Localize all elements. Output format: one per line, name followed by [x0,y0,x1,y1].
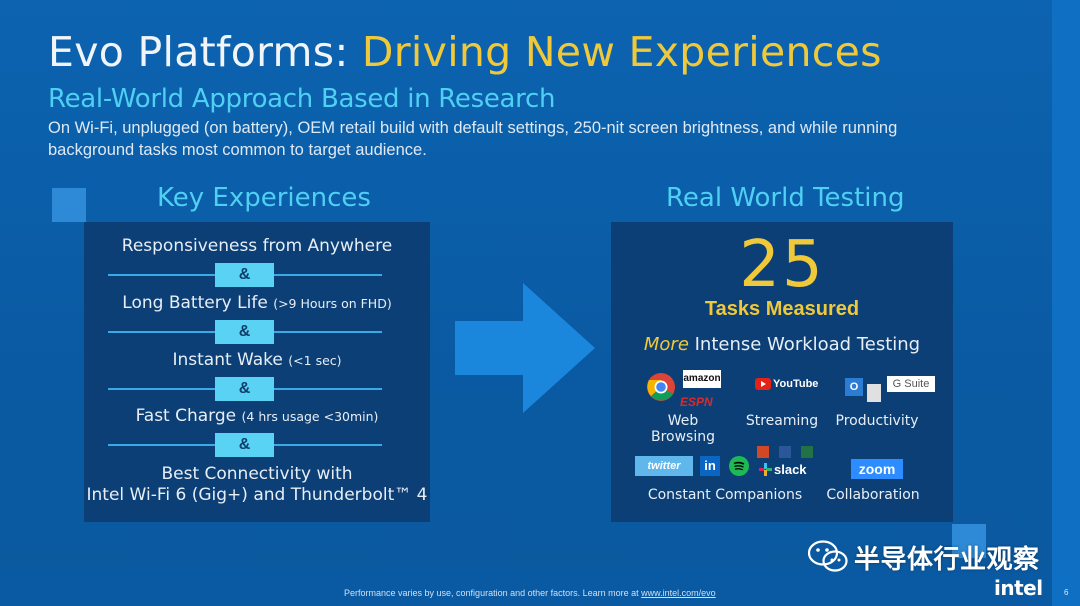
category-web-browsing: Web Browsing [650,413,715,445]
right-arrow-icon [455,283,595,413]
outlook-icon: O [845,378,863,396]
category-constant-companions: Constant Companions [647,487,803,503]
methodology-description: On Wi-Fi, unplugged (on battery), OEM re… [48,119,898,159]
decorative-square [52,188,86,222]
real-world-testing-heading: Real World Testing [666,183,905,213]
experience-label: Long Battery Life [122,293,268,313]
key-experiences-heading: Key Experiences [157,183,371,213]
title-part-1: Evo Platforms: [48,28,362,76]
footer-disclaimer: Performance varies by use, configuration… [344,588,716,598]
category-productivity: Productivity [835,413,919,429]
footer-link[interactable]: www.intel.com/evo [641,588,716,598]
youtube-logo: YouTube [755,378,818,390]
twitter-logo: twitter [635,456,693,476]
slack-icon [759,463,772,476]
separator-row: & [84,433,430,457]
experience-note: (4 hrs usage <30min) [241,409,379,424]
wechat-watermark: 半导体行业观察 [808,534,1040,580]
youtube-play-icon [755,378,771,390]
espn-logo: ESPN [680,395,713,409]
workload-testing-line: More Intense Workload Testing [611,334,953,355]
slack-logo: slack [759,462,807,477]
tasks-measured-label: Tasks Measured [704,298,860,320]
category-streaming: Streaming [745,413,819,429]
decorative-square [952,524,986,558]
intel-logo: intel [994,576,1043,600]
slack-wordmark: slack [774,462,807,477]
experience-item: Fast Charge (4 hrs usage <30min) [84,406,430,427]
linkedin-logo: in [700,456,720,476]
workload-more: More [643,334,689,355]
title-part-2: Driving New Experiences [361,28,882,76]
footer-bar [0,568,1052,606]
experience-label: Instant Wake [172,350,283,370]
spotify-icon [729,456,749,476]
experience-item: Instant Wake (<1 sec) [84,350,430,371]
footer-note-text: Performance varies by use, configuration… [344,588,642,598]
zoom-logo: zoom [851,459,903,479]
workload-rest: Intense Workload Testing [688,334,921,355]
tasks-count: 25 [739,228,825,302]
category-collaboration: Collaboration [826,487,920,503]
experience-item: Long Battery Life (>9 Hours on FHD) [84,293,430,314]
powerpoint-icon [757,446,769,458]
slide-edge-strip [1052,0,1080,606]
separator-row: & [84,263,430,287]
word-icon [779,446,791,458]
youtube-wordmark: YouTube [773,378,819,390]
experience-item: Responsiveness from Anywhere [84,236,430,257]
page-number: 6 [1064,588,1069,597]
wechat-icon [808,540,848,572]
gsuite-logo: G Suite [887,376,935,392]
separator-row: & [84,320,430,344]
ampersand-badge: & [215,377,274,401]
ampersand-badge: & [215,433,274,457]
ampersand-badge: & [215,263,274,287]
chrome-icon [647,373,675,401]
experience-note: (>9 Hours on FHD) [273,296,392,311]
amazon-logo: amazon [683,370,721,388]
slide-subtitle: Real-World Approach Based in Research [48,84,556,114]
experience-label: Best Connectivity with [161,464,353,484]
slide-title: Evo Platforms: Driving New Experiences [48,28,882,76]
key-experiences-panel: Responsiveness from Anywhere & Long Batt… [84,222,430,522]
experience-label: Responsiveness from Anywhere [121,236,393,256]
ampersand-badge: & [215,320,274,344]
separator-row: & [84,377,430,401]
experience-label-line2: Intel Wi-Fi 6 (Gig+) and Thunderbolt™ 4 [86,485,428,505]
experience-note: (<1 sec) [288,353,342,368]
experience-item: Best Connectivity with Intel Wi-Fi 6 (Gi… [84,464,430,506]
experience-label: Fast Charge [135,406,237,426]
watermark-text: 半导体行业观察 [854,543,1040,574]
real-world-testing-panel: 25 Tasks Measured More Intense Workload … [611,222,953,522]
excel-icon [801,446,813,458]
office-icon [867,384,881,402]
